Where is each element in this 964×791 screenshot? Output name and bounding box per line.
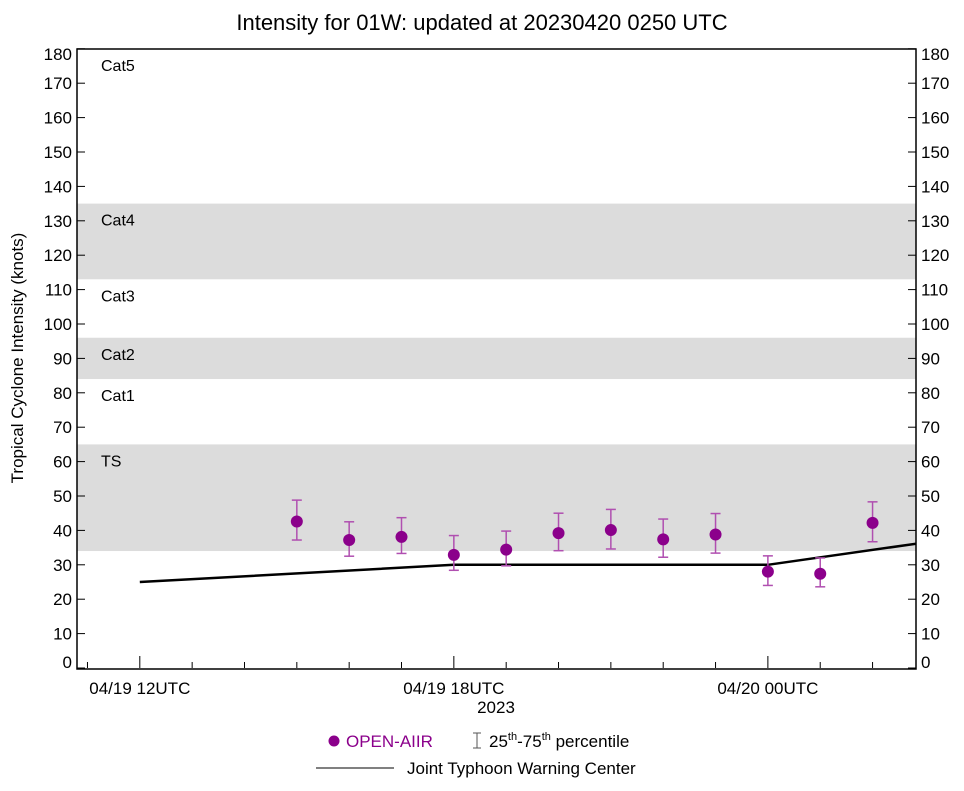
y-axis-label: Tropical Cyclone Intensity (knots) [8, 233, 27, 484]
y-tick-label-left: 60 [53, 453, 72, 472]
open-aiir-point [709, 528, 722, 541]
y-tick-label-right: 10 [921, 625, 940, 644]
open-aiir-point [604, 524, 617, 537]
open-aiir-point [395, 530, 408, 543]
band-label-cat4: Cat4 [101, 213, 135, 230]
y-tick-label-left: 140 [44, 177, 72, 196]
y-tick-label-right: 70 [921, 418, 940, 437]
jtwc-line [139, 542, 916, 584]
y-tick-label-right: 40 [921, 521, 940, 540]
band-ts [77, 444, 916, 552]
band-cat2 [77, 337, 916, 380]
y-tick-label-right: 80 [921, 384, 940, 403]
y-tick-label-left: 110 [45, 281, 72, 300]
y-tick-label-left: 90 [53, 349, 72, 368]
y-tick-label-left: 150 [44, 143, 72, 162]
y-tick-label-right: 140 [921, 177, 949, 196]
x-axis-label: 2023 [477, 698, 515, 717]
y-tick-label-right: 110 [921, 281, 948, 300]
y-tick-label-left: 100 [44, 315, 72, 334]
y-tick-label-left: 20 [53, 590, 72, 609]
band-cat4 [77, 203, 916, 280]
y-tick-label-left: 170 [44, 74, 72, 93]
open-aiir-point [447, 548, 460, 561]
plot-frame [76, 48, 917, 670]
y-tick-label-right: 160 [921, 109, 949, 128]
y-tick-label-right: 20 [921, 590, 940, 609]
y-tick-label-left: 30 [53, 556, 72, 575]
open-aiir-point [343, 534, 356, 547]
band-label-cat2: Cat2 [101, 347, 135, 364]
y-tick-label-left: 130 [44, 212, 72, 231]
y-tick-label-right: 100 [921, 315, 949, 334]
x-tick-label: 04/19 12UTC [89, 679, 190, 698]
band-label-cat5: Cat5 [101, 58, 135, 75]
y-tick-label-right: 0 [921, 653, 930, 672]
y-tick-label-left: 0 [63, 653, 72, 672]
legend-percentile-label: 25th-75th percentile [489, 731, 629, 751]
y-tick-label-right: 90 [921, 349, 940, 368]
legend: OPEN-AIIR 25th-75th percentile Joint Typ… [316, 731, 636, 778]
y-tick-label-right: 50 [921, 487, 940, 506]
y-tick-label-left: 70 [53, 418, 72, 437]
band-label-ts: TS [101, 453, 121, 470]
y-tick-label-left: 50 [53, 487, 72, 506]
chart-title: Intensity for 01W: updated at 20230420 0… [236, 10, 727, 35]
band-label-cat3: Cat3 [101, 288, 135, 305]
y-tick-label-right: 120 [921, 246, 949, 265]
y-tick-label-right: 170 [921, 74, 949, 93]
y-tick-label-right: 150 [921, 143, 949, 162]
open-aiir-point [761, 565, 774, 578]
x-tick-label: 04/20 00UTC [717, 679, 818, 698]
y-tick-label-left: 180 [44, 45, 72, 64]
y-tick-label-right: 60 [921, 453, 940, 472]
y-tick-label-left: 40 [53, 521, 72, 540]
band-label-cat1: Cat1 [101, 388, 135, 405]
open-aiir-point [552, 527, 565, 540]
y-tick-label-right: 180 [921, 45, 949, 64]
open-aiir-point [814, 567, 827, 580]
open-aiir-point [290, 515, 303, 528]
legend-errorbar-icon [473, 732, 481, 749]
legend-marker-icon [328, 735, 340, 747]
y-tick-label-right: 130 [921, 212, 949, 231]
y-tick-label-right: 30 [921, 556, 940, 575]
y-tick-label-left: 80 [53, 384, 72, 403]
y-tick-label-left: 120 [44, 246, 72, 265]
y-tick-label-left: 10 [53, 625, 72, 644]
x-tick-label: 04/19 18UTC [403, 679, 504, 698]
legend-open-aiir-label: OPEN-AIIR [346, 732, 433, 751]
open-aiir-point [866, 516, 879, 529]
open-aiir-point [657, 533, 670, 546]
legend-jtwc-label: Joint Typhoon Warning Center [407, 759, 636, 778]
y-tick-label-left: 160 [44, 109, 72, 128]
open-aiir-point [500, 543, 513, 556]
